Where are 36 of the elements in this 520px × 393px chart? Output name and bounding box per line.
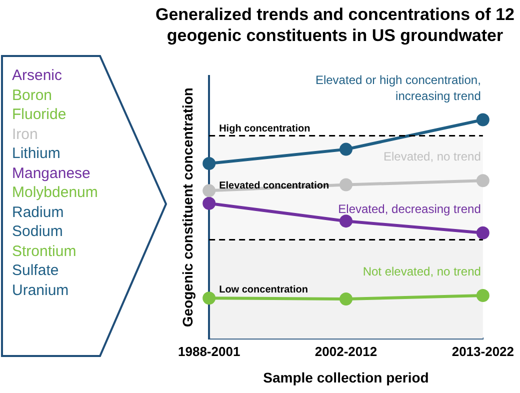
text: Sodium xyxy=(12,222,64,242)
text: Lithium xyxy=(12,144,62,164)
point xyxy=(340,142,352,156)
text: Boron xyxy=(12,86,54,105)
y-axis-title: Geogenic constituent concentration xyxy=(180,88,196,328)
text: Strontium xyxy=(12,242,78,261)
point xyxy=(202,157,216,170)
text: Arsenic xyxy=(12,66,64,86)
point xyxy=(476,226,490,240)
point xyxy=(476,174,490,188)
x-axis-title: Sample collection period xyxy=(263,369,429,386)
point xyxy=(476,113,490,126)
text: Sulfate xyxy=(12,261,60,280)
text: Radium xyxy=(12,202,65,222)
text: Uranium xyxy=(12,280,70,300)
point xyxy=(202,292,216,305)
point xyxy=(340,292,352,306)
series-label: Elevated or high concentration, increasing trend xyxy=(315,72,481,103)
point xyxy=(476,288,490,302)
series-label: Elevated, decreasing trend xyxy=(338,202,481,216)
x-tick-label: 2013-2022 xyxy=(452,344,514,359)
text: Manganese xyxy=(12,164,92,183)
series-label: Not elevated, no trend xyxy=(362,264,481,278)
chart-title: Generalized trends and concentrations of 12 geogenic constituents in US groundwater xyxy=(154,4,516,46)
band-label: Low concentration xyxy=(219,284,308,296)
point xyxy=(340,178,352,192)
text: Iron xyxy=(12,124,39,144)
text: Molybdenum xyxy=(12,183,98,202)
point xyxy=(340,214,352,228)
x-tick-label: 1988-2001 xyxy=(178,344,240,359)
point xyxy=(202,196,216,210)
band-label: Elevated concentration xyxy=(219,180,330,192)
x-tick-label: 2002-2012 xyxy=(314,344,378,359)
ref-line-label: High concentration xyxy=(219,124,310,135)
text: Fluoride xyxy=(12,105,68,124)
point xyxy=(202,184,216,198)
